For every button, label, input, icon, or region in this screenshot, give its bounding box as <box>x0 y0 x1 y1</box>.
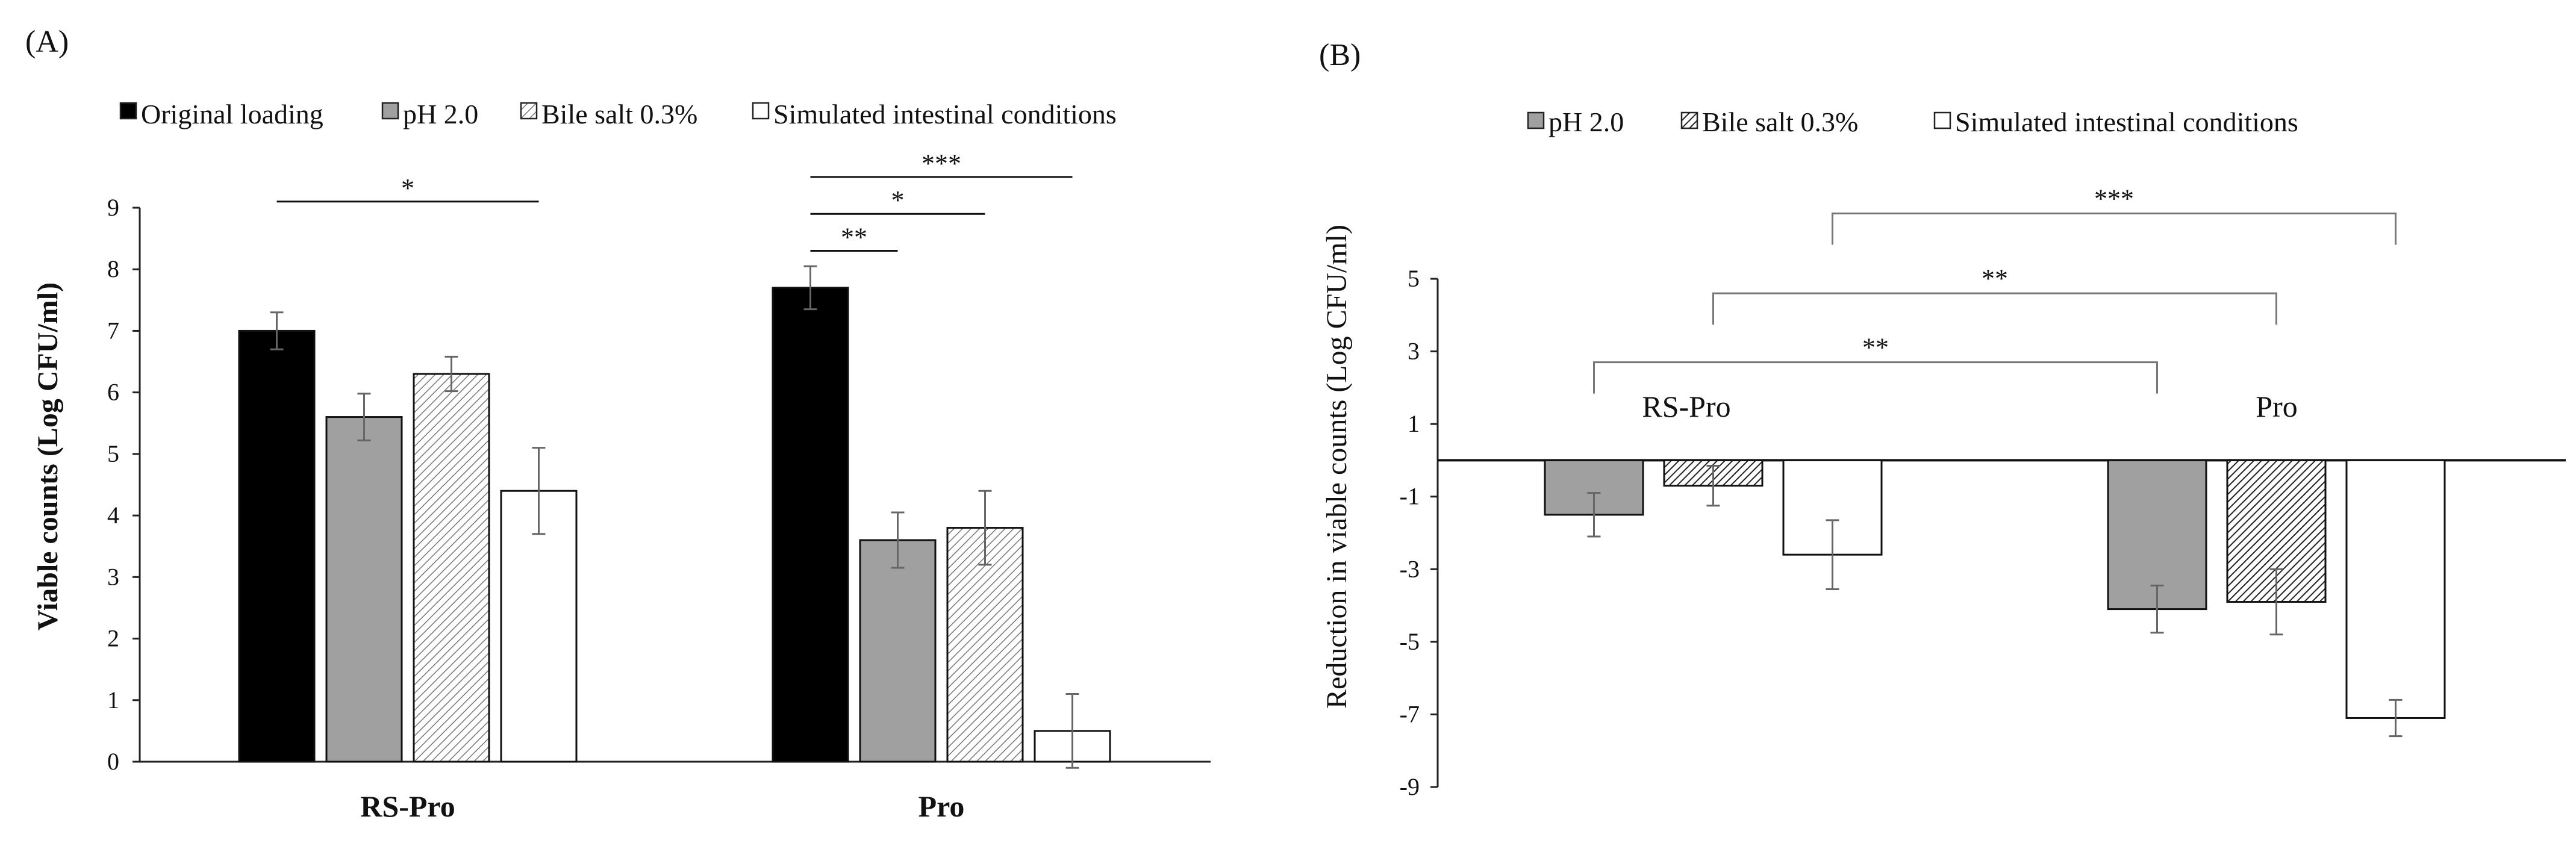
panel-b-category-labels: RS-Pro Pro <box>1642 390 2297 423</box>
legend-label-simulated-intestinal-conditions: Simulated intestinal conditions <box>1955 107 2298 137</box>
bar-pro-ph-2-0 <box>859 539 937 763</box>
significance-bracket <box>1832 212 2397 245</box>
panel-a-y-tick-label: 3 <box>107 563 119 590</box>
bar-rs-pro-simulated-intestinal-conditions <box>500 490 578 763</box>
legend-swatch-simulated-intestinal-conditions <box>752 102 770 120</box>
significance-bracket <box>1593 361 2158 394</box>
legend-swatch-ph-2-0 <box>1527 111 1545 129</box>
legend-label-ph-2-0: pH 2.0 <box>1548 107 1624 137</box>
legend-label-simulated-intestinal-conditions: Simulated intestinal conditions <box>773 99 1117 129</box>
panel-a-y-tick-label: 9 <box>107 194 119 221</box>
panel-a-y-tick-label: 8 <box>107 255 119 282</box>
legend-label-bile-salt-0-3: Bile salt 0.3% <box>1702 107 1858 137</box>
panel-a-significance: ******* <box>276 149 1073 252</box>
panel-a-y-tick-label: 7 <box>107 317 119 344</box>
panel-a-legend: Original loading pH 2.0 Bile salt 0.3% Simu… <box>119 99 1117 129</box>
panel-a-y-axis: 0 1 2 3 4 5 6 7 8 9 <box>107 194 1211 775</box>
significance-marker: ** <box>1862 333 1889 362</box>
panel-b-y-tick-label: 1 <box>1408 410 1420 437</box>
category-label-rs-pro: RS-Pro <box>360 789 455 823</box>
panel-b-legend: pH 2.0 Bile salt 0.3% Simulated intestinal… <box>1527 107 2298 137</box>
legend-swatch-bile-salt-0-3 <box>1680 111 1698 129</box>
panel-a-bars <box>238 265 1111 769</box>
panel-b-y-tick-label: 3 <box>1408 338 1420 365</box>
legend-swatch-bile-salt-0-3 <box>520 102 538 120</box>
panel-b-label: (B) <box>1319 38 1361 72</box>
bar-pro-bile-salt-0-3 <box>946 527 1024 763</box>
panel-a-y-tick-label: 0 <box>107 748 119 775</box>
panel-b-y-tick-label: -7 <box>1400 700 1420 727</box>
significance-marker: * <box>401 173 414 203</box>
panel-b-y-tick-label: 5 <box>1408 265 1420 292</box>
panel-b-chart: (B) pH 2.0 Bile salt 0.3% Simulated intest… <box>1319 38 2566 800</box>
bar-pro-simulated-intestinal-conditions <box>2345 459 2446 719</box>
legend-label-ph-2-0: pH 2.0 <box>403 99 478 129</box>
panel-b-bars <box>1544 459 2446 738</box>
panel-a-y-tick-label: 2 <box>107 625 119 652</box>
significance-marker: * <box>891 185 905 215</box>
legend-swatch-ph-2-0 <box>381 102 399 120</box>
legend-swatch-original-loading <box>119 102 137 120</box>
significance-marker: ** <box>841 223 867 252</box>
significance-marker: ** <box>1982 264 2008 293</box>
legend-label-original-loading: Original loading <box>141 99 323 129</box>
panel-a-y-tick-label: 6 <box>107 379 119 406</box>
panel-b-y-tick-label: -9 <box>1400 773 1420 800</box>
bar-rs-pro-ph-2-0 <box>325 416 403 763</box>
bar-rs-pro-original-loading <box>238 329 316 763</box>
bar-pro-original-loading <box>772 287 849 763</box>
significance-marker: *** <box>2094 184 2134 213</box>
significance-marker: *** <box>922 149 961 178</box>
bar-rs-pro-bile-salt-0-3 <box>413 373 490 763</box>
panel-a-category-labels: RS-Pro Pro <box>360 789 964 823</box>
panel-b-y-tick-label: -1 <box>1400 483 1420 510</box>
panel-a-chart: (A) Original loading pH 2.0 Bile salt 0.3%… <box>25 25 1211 823</box>
panel-b-y-tick-label: -3 <box>1400 555 1420 582</box>
category-label-pro: Pro <box>2256 390 2297 423</box>
panel-a-y-tick-label: 5 <box>107 440 119 467</box>
panel-a-y-tick-label: 1 <box>107 686 119 714</box>
bar-pro-ph-2-0 <box>2107 459 2207 611</box>
panel-b-significance: ******* <box>1593 184 2397 394</box>
legend-swatch-simulated-intestinal-conditions <box>1933 111 1951 129</box>
category-label-rs-pro: RS-Pro <box>1642 390 1730 423</box>
panel-b-y-axis-title: Reduction in viable counts (Log CFU/ml) <box>1321 225 1353 709</box>
significance-bracket <box>1712 292 2277 325</box>
panel-a-y-axis-title: Viable counts (Log CFU/ml) <box>32 282 64 630</box>
panel-b-y-tick-label: -5 <box>1400 628 1420 655</box>
legend-label-bile-salt-0-3: Bile salt 0.3% <box>541 99 697 129</box>
panel-a-label: (A) <box>25 25 69 59</box>
panel-a-y-tick-label: 4 <box>107 502 119 529</box>
category-label-pro: Pro <box>918 789 965 823</box>
